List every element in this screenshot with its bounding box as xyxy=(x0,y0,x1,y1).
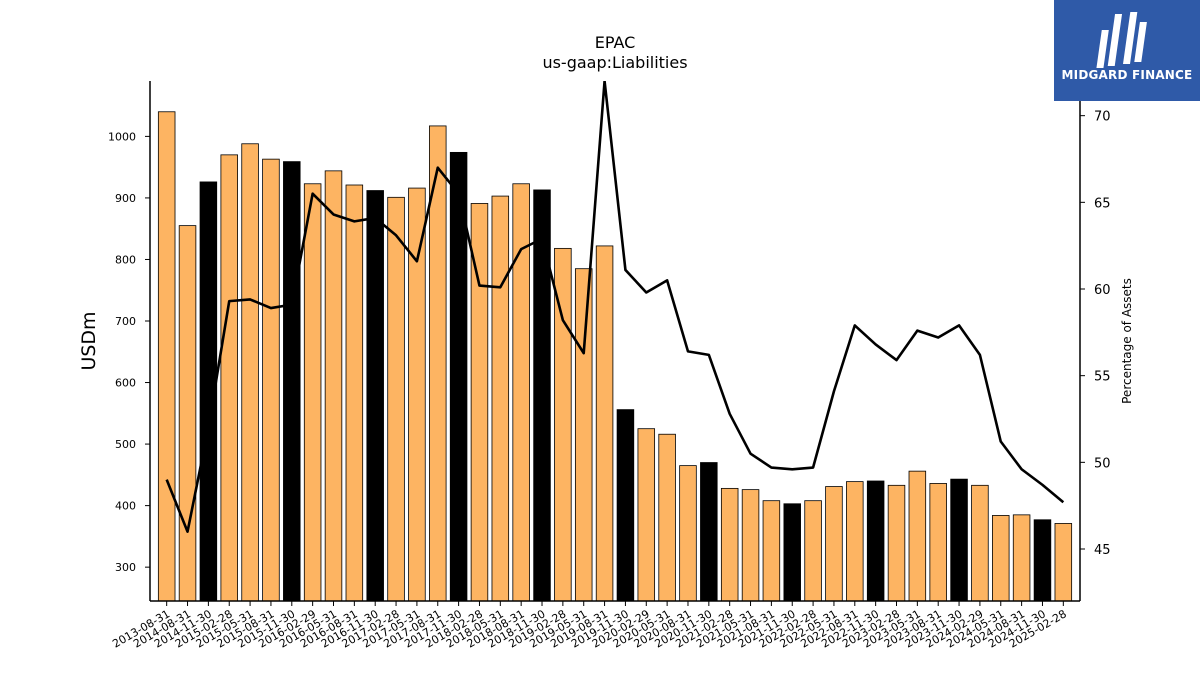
chart-title: EPAC xyxy=(595,33,636,52)
bar xyxy=(449,151,468,601)
bar xyxy=(1054,523,1073,601)
midgard-logo-icon xyxy=(1096,12,1147,68)
bar xyxy=(741,489,760,601)
bar xyxy=(950,478,968,601)
bar xyxy=(616,409,635,601)
bar xyxy=(658,433,676,601)
bar xyxy=(1012,514,1031,601)
bar xyxy=(533,189,551,601)
bar xyxy=(846,481,864,601)
y2-tick-label: 45 xyxy=(1094,543,1111,558)
percentage-line xyxy=(165,81,1065,533)
y2-tick-label: 65 xyxy=(1094,196,1111,211)
bar xyxy=(887,484,906,601)
axes: 3004005006007008009001000455055606570201… xyxy=(108,81,1111,651)
y-tick-label: 500 xyxy=(115,438,136,451)
bar xyxy=(157,111,176,601)
chart-subtitle: us-gaap:Liabilities xyxy=(542,53,687,72)
bar xyxy=(303,183,322,601)
bar xyxy=(971,484,989,601)
bar xyxy=(554,247,572,601)
y-tick-label: 600 xyxy=(115,377,136,390)
bar xyxy=(866,480,885,601)
bar-series xyxy=(157,111,1073,601)
bar xyxy=(324,170,343,601)
bar xyxy=(637,428,656,601)
y2-axis-label: Percentage of Assets xyxy=(1120,278,1134,404)
bar xyxy=(491,195,510,601)
y-tick-label: 700 xyxy=(115,315,136,328)
bar xyxy=(595,245,614,601)
bar xyxy=(783,503,801,601)
bar xyxy=(679,465,697,601)
y2-tick-label: 50 xyxy=(1094,456,1111,471)
brand-name: MIDGARD FINANCE xyxy=(1061,68,1193,82)
bar xyxy=(574,268,593,601)
bar xyxy=(804,500,822,601)
y-tick-label: 800 xyxy=(115,253,136,266)
y2-tick-label: 60 xyxy=(1094,283,1111,298)
bar xyxy=(408,187,426,601)
bar xyxy=(762,500,781,601)
bar xyxy=(992,515,1010,601)
bar xyxy=(387,196,405,601)
bar xyxy=(220,154,238,601)
y-tick-label: 900 xyxy=(115,192,136,205)
bar xyxy=(825,486,843,601)
y2-tick-label: 55 xyxy=(1094,370,1111,385)
bar xyxy=(262,158,280,601)
y-tick-label: 300 xyxy=(115,561,136,574)
bar xyxy=(929,483,947,601)
bar xyxy=(283,161,301,601)
line-series xyxy=(165,81,1065,533)
bar xyxy=(908,470,927,601)
bar xyxy=(178,225,197,601)
brand-logo: MIDGARD FINANCE xyxy=(1054,0,1200,101)
bar xyxy=(241,143,259,601)
bar xyxy=(720,487,739,601)
bar xyxy=(700,462,718,601)
bar xyxy=(470,203,489,601)
bar xyxy=(366,190,384,601)
y-tick-label: 400 xyxy=(115,500,136,513)
bar xyxy=(345,184,364,601)
y-axis-label: USDm xyxy=(78,311,100,370)
bar xyxy=(512,183,530,601)
y-tick-label: 1000 xyxy=(108,130,136,143)
bar xyxy=(1033,519,1052,601)
y2-tick-label: 70 xyxy=(1094,110,1111,125)
